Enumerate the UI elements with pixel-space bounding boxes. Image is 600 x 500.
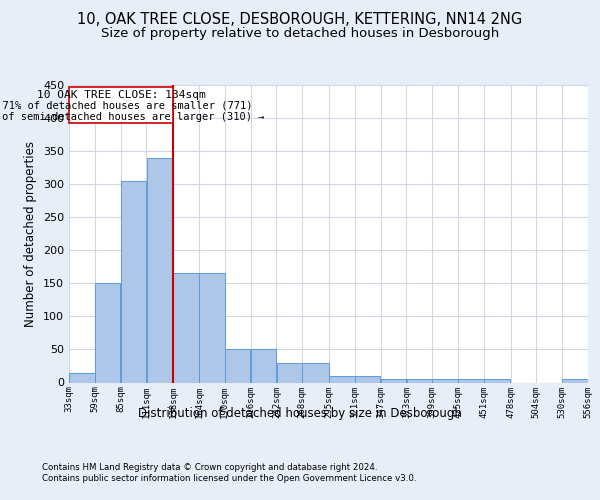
Bar	[407, 379, 432, 382]
Bar	[199, 274, 224, 382]
Y-axis label: Number of detached properties: Number of detached properties	[25, 141, 37, 327]
FancyBboxPatch shape	[69, 87, 173, 124]
Bar	[251, 350, 276, 382]
Text: Contains public sector information licensed under the Open Government Licence v3: Contains public sector information licen…	[42, 474, 416, 483]
Bar	[302, 362, 329, 382]
Text: Size of property relative to detached houses in Desborough: Size of property relative to detached ho…	[101, 28, 499, 40]
Bar	[355, 376, 380, 382]
Bar	[146, 158, 173, 382]
Bar	[562, 379, 588, 382]
Text: 28% of semi-detached houses are larger (310) →: 28% of semi-detached houses are larger (…	[0, 112, 265, 122]
Bar	[95, 284, 121, 382]
Bar	[381, 379, 406, 382]
Bar	[121, 181, 146, 382]
Text: 10 OAK TREE CLOSE: 134sqm: 10 OAK TREE CLOSE: 134sqm	[37, 90, 205, 100]
Bar	[69, 372, 95, 382]
Bar	[277, 362, 302, 382]
Text: 10, OAK TREE CLOSE, DESBOROUGH, KETTERING, NN14 2NG: 10, OAK TREE CLOSE, DESBOROUGH, KETTERIN…	[77, 12, 523, 28]
Bar	[173, 274, 199, 382]
Bar	[225, 350, 250, 382]
Bar	[433, 379, 458, 382]
Text: Contains HM Land Registry data © Crown copyright and database right 2024.: Contains HM Land Registry data © Crown c…	[42, 462, 377, 471]
Text: Distribution of detached houses by size in Desborough: Distribution of detached houses by size …	[138, 408, 462, 420]
Bar	[329, 376, 355, 382]
Bar	[458, 379, 484, 382]
Bar	[484, 379, 511, 382]
Text: ← 71% of detached houses are smaller (771): ← 71% of detached houses are smaller (77…	[0, 101, 253, 111]
